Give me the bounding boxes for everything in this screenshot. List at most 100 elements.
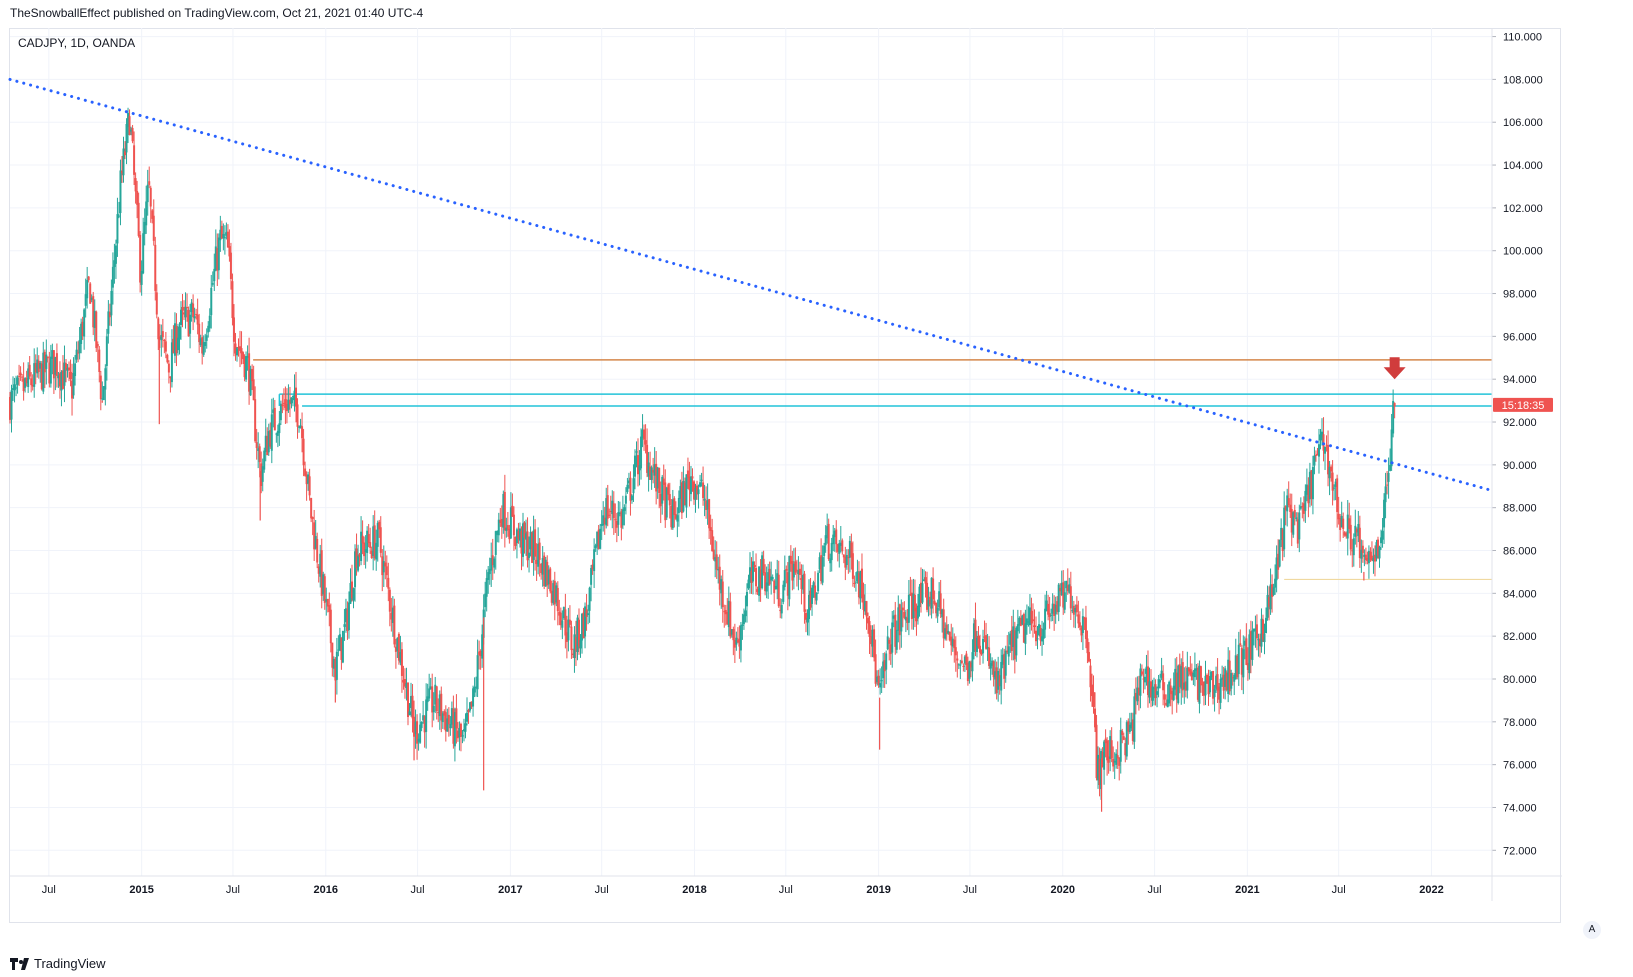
- candle-body: [1298, 512, 1301, 540]
- candle-body: [46, 356, 49, 359]
- candle-body: [910, 592, 913, 620]
- candle-body: [167, 363, 170, 373]
- candle-body: [649, 466, 652, 480]
- candle-body: [1092, 692, 1095, 707]
- candle-body: [791, 561, 794, 581]
- candle-body: [1139, 668, 1142, 696]
- candle-body: [932, 578, 935, 600]
- candle-body: [111, 266, 114, 288]
- candle-body: [1308, 471, 1311, 500]
- candle-body: [208, 315, 211, 329]
- candle-body: [272, 409, 275, 413]
- candle-body: [543, 555, 546, 587]
- candle-body: [526, 531, 529, 561]
- candle-body: [1346, 514, 1349, 539]
- candle-body: [555, 585, 558, 603]
- candle-body: [1358, 527, 1361, 559]
- candle-body: [618, 512, 621, 514]
- candle-body: [1392, 401, 1395, 434]
- candle-body: [1268, 596, 1271, 607]
- candle-body: [149, 187, 152, 207]
- candle-body: [213, 268, 216, 282]
- candle-body: [1078, 622, 1081, 628]
- candle-body: [1386, 484, 1389, 486]
- candle-body: [43, 351, 46, 373]
- candle-body: [505, 527, 508, 531]
- candle-body: [1278, 539, 1281, 567]
- candle-body: [1128, 724, 1131, 733]
- candle-body: [446, 718, 449, 732]
- auto-scale-button[interactable]: A: [1583, 921, 1601, 939]
- candle-body: [494, 531, 497, 555]
- candle-body: [517, 531, 520, 539]
- candle-body: [1245, 638, 1248, 665]
- candle-body: [686, 470, 689, 478]
- candle-body: [1281, 529, 1284, 551]
- candle-body: [520, 531, 523, 554]
- candle-body: [1357, 523, 1360, 537]
- candle-body: [279, 403, 282, 421]
- candle-body: [815, 592, 818, 601]
- candle-body: [577, 619, 580, 647]
- candle-body: [255, 442, 258, 449]
- candle-body: [338, 634, 341, 651]
- candle-body: [968, 661, 971, 679]
- candle-body: [328, 605, 331, 613]
- candle-body: [361, 535, 364, 544]
- candle-body: [506, 525, 509, 530]
- candle-body: [646, 444, 649, 473]
- candle-body: [1083, 617, 1086, 620]
- candle-body: [1004, 650, 1007, 676]
- candle-body: [1015, 627, 1018, 656]
- candle-body: [947, 630, 950, 634]
- candle-body: [960, 660, 963, 664]
- candle-body: [1174, 668, 1177, 690]
- candle-body: [175, 326, 178, 354]
- candle-body: [1087, 651, 1090, 662]
- candle-body: [544, 559, 547, 587]
- candle-body: [1104, 738, 1107, 744]
- candle-body: [522, 523, 524, 557]
- candle-body: [1000, 661, 1003, 691]
- candle-body: [130, 129, 133, 132]
- candle-body: [403, 679, 406, 687]
- candle-body: [293, 390, 296, 401]
- candle-body: [836, 544, 839, 552]
- candle-body: [641, 429, 644, 438]
- candle-body: [1178, 664, 1181, 687]
- candle-body: [888, 639, 891, 644]
- candle-body: [537, 543, 540, 567]
- candle-body: [441, 713, 444, 723]
- candle-body: [1183, 682, 1186, 690]
- candle-body: [927, 600, 930, 607]
- candle-body: [72, 372, 75, 396]
- candle-body: [644, 440, 647, 445]
- candle-body: [1148, 681, 1151, 698]
- candle-body: [801, 574, 804, 590]
- candle-body: [827, 523, 830, 559]
- candle-body: [512, 514, 515, 536]
- candle-body: [833, 530, 836, 538]
- candle-body: [1367, 550, 1370, 564]
- candle-body: [220, 225, 223, 239]
- candle-body: [1115, 753, 1118, 765]
- candle-body: [473, 686, 476, 693]
- candle-body: [367, 533, 370, 544]
- candle-body: [242, 352, 245, 360]
- candle-body: [86, 280, 89, 299]
- candle-body: [90, 297, 93, 300]
- candle-body: [808, 594, 811, 619]
- candle-body: [1207, 678, 1210, 695]
- candle-body: [414, 721, 417, 735]
- y-tick-label: 100.000: [1503, 246, 1543, 258]
- candle-body: [417, 738, 420, 742]
- candle-body: [71, 380, 74, 399]
- candle-body: [733, 639, 736, 648]
- candle-body: [291, 395, 294, 397]
- candle-body: [273, 407, 276, 431]
- candle-body: [102, 386, 105, 401]
- candle-body: [780, 604, 783, 614]
- candle-body: [282, 402, 285, 404]
- candle-body: [1215, 675, 1218, 689]
